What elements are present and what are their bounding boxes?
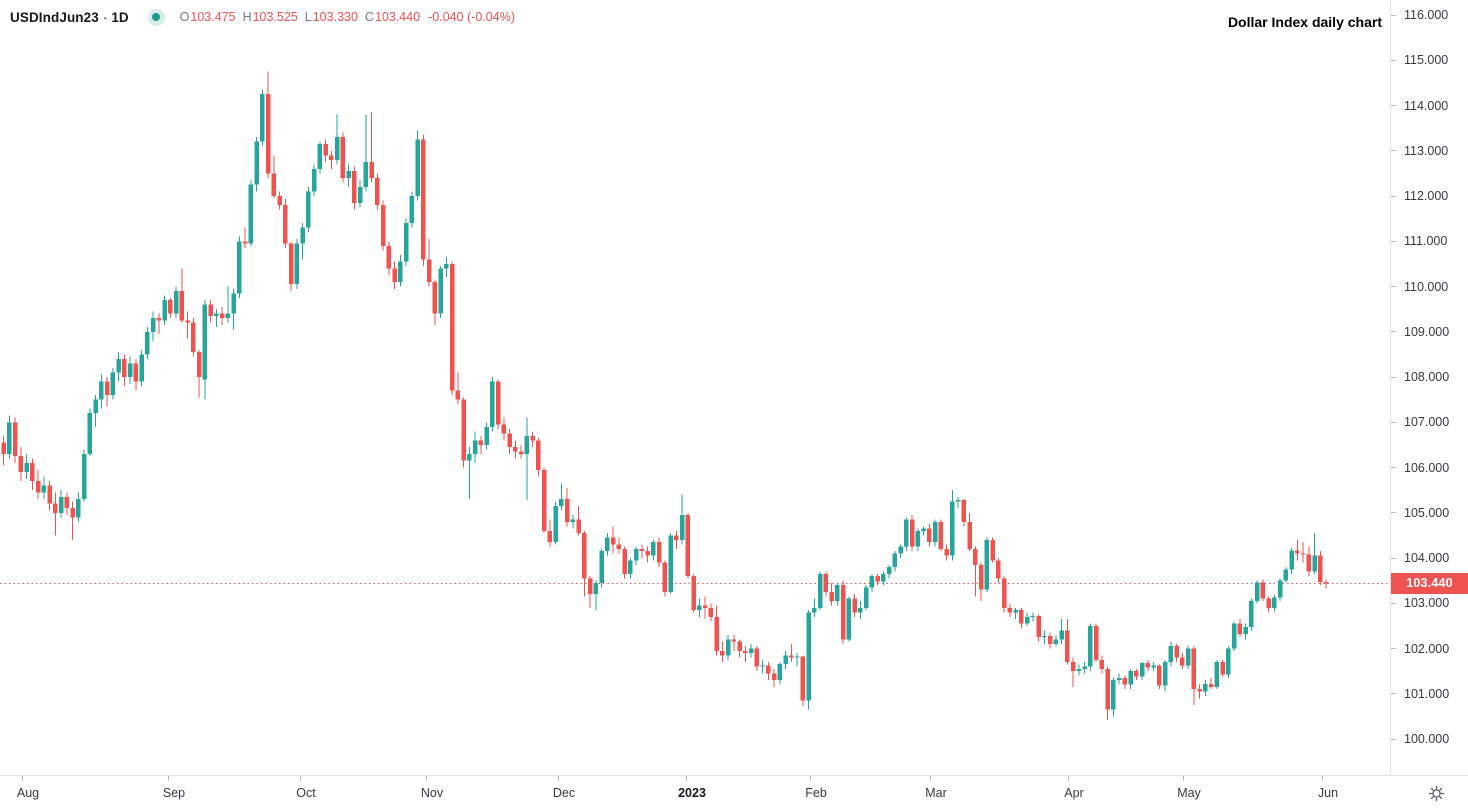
ohlc-readout: O 103.475 H 103.525 L 103.330 C 103.440 … bbox=[180, 10, 515, 24]
symbol-name[interactable]: USDIndJun23 bbox=[10, 9, 99, 25]
price-tick-label: 114.000 bbox=[1404, 98, 1449, 113]
change-value: -0.040 (-0.04%) bbox=[428, 10, 515, 24]
symbol-legend: USDIndJun23 · 1D O 103.475 H 103.525 L 1… bbox=[10, 7, 515, 27]
price-tick-mark bbox=[1391, 512, 1396, 514]
gear-icon bbox=[1428, 785, 1444, 801]
legend-separator: · bbox=[102, 9, 108, 25]
high-label: H bbox=[242, 10, 252, 24]
price-tick-mark bbox=[1391, 557, 1396, 559]
time-tick-label: Feb bbox=[805, 786, 827, 800]
price-tick-mark bbox=[1391, 14, 1396, 16]
time-tick-mark bbox=[22, 776, 23, 781]
price-tick-label: 106.000 bbox=[1404, 460, 1450, 475]
series-marker-dot-icon bbox=[147, 8, 165, 26]
price-tick-mark bbox=[1391, 105, 1396, 106]
time-tick-label: Oct bbox=[296, 786, 316, 800]
price-tick-mark bbox=[1391, 376, 1396, 378]
time-tick-mark bbox=[558, 776, 559, 781]
price-tick-mark bbox=[1391, 602, 1396, 604]
time-tick-label: Nov bbox=[420, 786, 444, 800]
price-tick-label: 108.000 bbox=[1404, 370, 1450, 384]
timeframe-label[interactable]: 1D bbox=[111, 9, 129, 25]
price-tick-mark bbox=[1391, 195, 1396, 197]
chart-annotation-title: Dollar Index daily chart bbox=[1227, 14, 1382, 30]
time-tick-mark bbox=[810, 776, 811, 781]
price-tick-label: 115.000 bbox=[1404, 53, 1449, 68]
time-tick-mark bbox=[426, 776, 427, 781]
high-value: 103.525 bbox=[252, 10, 298, 24]
close-value: 103.440 bbox=[374, 10, 421, 24]
price-tick-mark bbox=[1391, 59, 1396, 61]
last-price-badge: 103.440 bbox=[1391, 572, 1468, 594]
price-tick-label: 100.000 bbox=[1404, 732, 1450, 746]
price-tick-mark bbox=[1391, 693, 1396, 695]
price-tick-mark bbox=[1391, 421, 1396, 423]
price-tick-label: 111.000 bbox=[1404, 234, 1448, 249]
time-axis[interactable]: Aug Sep Oct Nov Dec 2023 Feb Mar Apr May Jun bbox=[0, 775, 1468, 808]
time-tick-mark bbox=[300, 776, 301, 781]
price-tick-label: 110.000 bbox=[1404, 279, 1449, 294]
time-tick-label: Jun bbox=[1317, 786, 1339, 800]
price-tick-label: 102.000 bbox=[1404, 641, 1450, 656]
time-tick-label: Apr bbox=[1064, 786, 1084, 800]
price-tick-label: 105.000 bbox=[1404, 505, 1450, 520]
price-tick-label: 112.000 bbox=[1404, 189, 1449, 203]
price-tick-mark bbox=[1391, 150, 1396, 152]
time-tick-label: Mar bbox=[925, 786, 947, 800]
price-tick-label: 113.000 bbox=[1404, 143, 1449, 158]
time-tick-mark bbox=[930, 776, 931, 781]
open-value: 103.475 bbox=[190, 10, 236, 24]
low-value: 103.330 bbox=[312, 10, 358, 24]
close-label: C bbox=[364, 10, 374, 24]
open-label: O bbox=[179, 10, 190, 24]
low-label: L bbox=[304, 10, 312, 24]
candlestick-chart[interactable] bbox=[0, 0, 1390, 775]
price-tick-mark bbox=[1391, 240, 1396, 242]
settings-gear-button[interactable] bbox=[1426, 783, 1446, 803]
price-axis[interactable]: 116.000 115.000 114.000 113.000 112.000 111.0… bbox=[1390, 0, 1468, 775]
time-tick-mark bbox=[686, 776, 687, 781]
time-tick-label: Aug bbox=[16, 786, 40, 800]
price-tick-label: 103.000 bbox=[1404, 596, 1450, 611]
price-tick-label: 109.000 bbox=[1404, 324, 1450, 339]
time-tick-mark bbox=[168, 776, 169, 781]
price-tick-mark bbox=[1391, 648, 1396, 649]
price-tick-label: 101.000 bbox=[1404, 686, 1450, 701]
time-tick-label: Sep bbox=[162, 786, 186, 800]
time-tick-label: Dec bbox=[552, 786, 576, 800]
price-tick-label: 116.000 bbox=[1404, 8, 1449, 22]
time-tick-mark bbox=[1183, 776, 1184, 781]
price-tick-mark bbox=[1391, 467, 1396, 468]
time-tick-label: May bbox=[1177, 786, 1201, 800]
time-tick-label: 2023 bbox=[678, 786, 706, 800]
price-tick-mark bbox=[1391, 331, 1396, 333]
price-tick-label: 107.000 bbox=[1404, 415, 1450, 430]
time-tick-mark bbox=[1322, 776, 1323, 781]
price-tick-mark bbox=[1391, 738, 1396, 740]
price-tick-mark bbox=[1391, 286, 1396, 287]
price-tick-label: 104.000 bbox=[1404, 551, 1450, 565]
time-tick-mark bbox=[1068, 776, 1069, 781]
